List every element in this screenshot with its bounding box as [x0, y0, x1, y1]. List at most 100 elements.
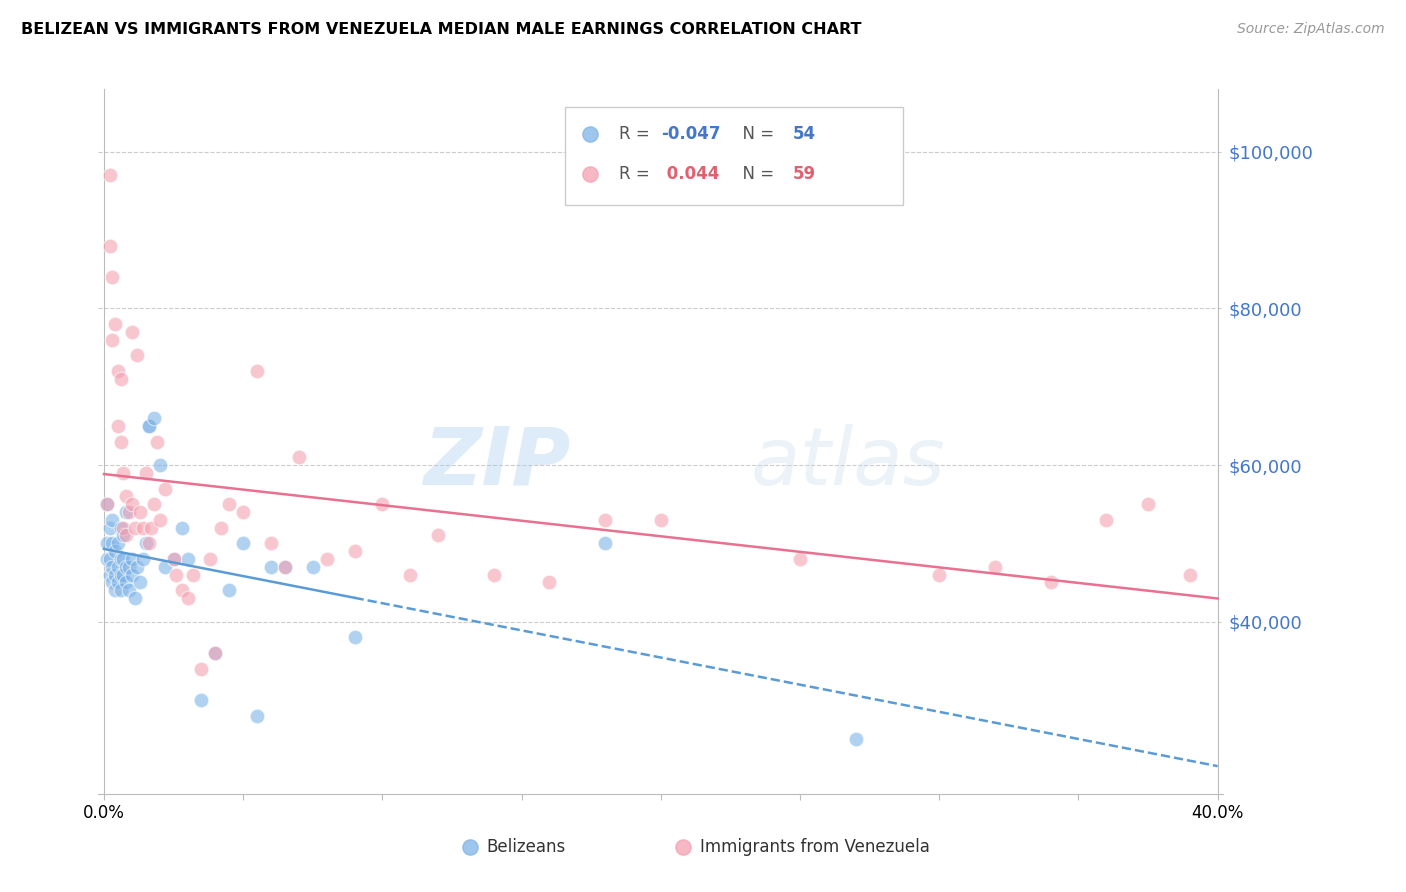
Point [232, 505, 254, 519]
Point [315, 552, 337, 566]
Point [301, 559, 323, 574]
Point [170, 521, 193, 535]
Point [96, 497, 118, 511]
Point [246, 364, 269, 378]
Point [96, 552, 118, 566]
Point [143, 497, 166, 511]
Point [232, 536, 254, 550]
Point [190, 693, 212, 707]
Point [110, 434, 132, 449]
Point [101, 536, 124, 550]
Point [218, 497, 240, 511]
Point [260, 559, 283, 574]
Point [343, 630, 366, 644]
Point [288, 450, 311, 465]
Point [104, 583, 127, 598]
FancyBboxPatch shape [565, 107, 903, 205]
Point [138, 418, 160, 433]
Point [371, 497, 394, 511]
Point [1178, 567, 1201, 582]
Text: atlas: atlas [751, 424, 946, 501]
Point [104, 544, 127, 558]
Point [115, 575, 138, 590]
Point [129, 505, 152, 519]
Point [110, 521, 132, 535]
Point [96, 536, 118, 550]
Point [135, 536, 157, 550]
Point [98, 521, 121, 535]
Text: BELIZEAN VS IMMIGRANTS FROM VENEZUELA MEDIAN MALE EARNINGS CORRELATION CHART: BELIZEAN VS IMMIGRANTS FROM VENEZUELA ME… [21, 22, 862, 37]
Text: Immigrants from Venezuela: Immigrants from Venezuela [700, 838, 929, 855]
Point [129, 575, 152, 590]
Point [538, 575, 561, 590]
Text: Belizeans: Belizeans [486, 838, 565, 855]
Point [427, 528, 450, 542]
Text: R =: R = [619, 165, 655, 183]
Point [107, 364, 129, 378]
Point [176, 591, 198, 606]
Point [98, 169, 121, 183]
Point [984, 559, 1007, 574]
Point [112, 528, 135, 542]
Point [121, 567, 143, 582]
Point [118, 559, 141, 574]
Point [112, 466, 135, 480]
Text: N =: N = [731, 125, 779, 143]
Point [121, 552, 143, 566]
Text: N =: N = [731, 165, 779, 183]
Point [127, 559, 149, 574]
Text: R =: R = [619, 125, 655, 143]
Point [789, 552, 811, 566]
Point [115, 505, 138, 519]
Point [107, 575, 129, 590]
Point [845, 732, 868, 747]
Point [650, 513, 672, 527]
Point [260, 536, 283, 550]
Point [112, 567, 135, 582]
Point [107, 418, 129, 433]
Point [343, 544, 366, 558]
Point [176, 552, 198, 566]
Point [98, 239, 121, 253]
Point [141, 521, 163, 535]
Point [110, 552, 132, 566]
Point [149, 458, 172, 472]
Point [118, 505, 141, 519]
Text: -0.047: -0.047 [661, 125, 720, 143]
Point [121, 325, 143, 339]
Point [593, 513, 616, 527]
Point [132, 552, 155, 566]
Point [115, 528, 138, 542]
Point [204, 646, 226, 660]
Point [101, 559, 124, 574]
Point [98, 567, 121, 582]
Point [149, 513, 172, 527]
Point [162, 552, 184, 566]
Point [115, 489, 138, 503]
Point [124, 591, 146, 606]
Point [112, 521, 135, 535]
Point [274, 559, 297, 574]
Point [138, 536, 160, 550]
Text: 54: 54 [793, 125, 815, 143]
Point [124, 521, 146, 535]
Point [104, 567, 127, 582]
Point [138, 418, 160, 433]
Point [101, 333, 124, 347]
Point [110, 583, 132, 598]
Point [204, 646, 226, 660]
Point [104, 317, 127, 331]
Text: 0.044: 0.044 [661, 165, 720, 183]
Text: Source: ZipAtlas.com: Source: ZipAtlas.com [1237, 22, 1385, 37]
Point [209, 521, 232, 535]
Point [146, 434, 169, 449]
Point [110, 372, 132, 386]
Text: ZIP: ZIP [423, 424, 571, 501]
Point [127, 348, 149, 362]
Point [110, 567, 132, 582]
Point [218, 583, 240, 598]
Point [1095, 513, 1118, 527]
Point [155, 559, 177, 574]
Point [165, 567, 187, 582]
Point [143, 411, 166, 425]
